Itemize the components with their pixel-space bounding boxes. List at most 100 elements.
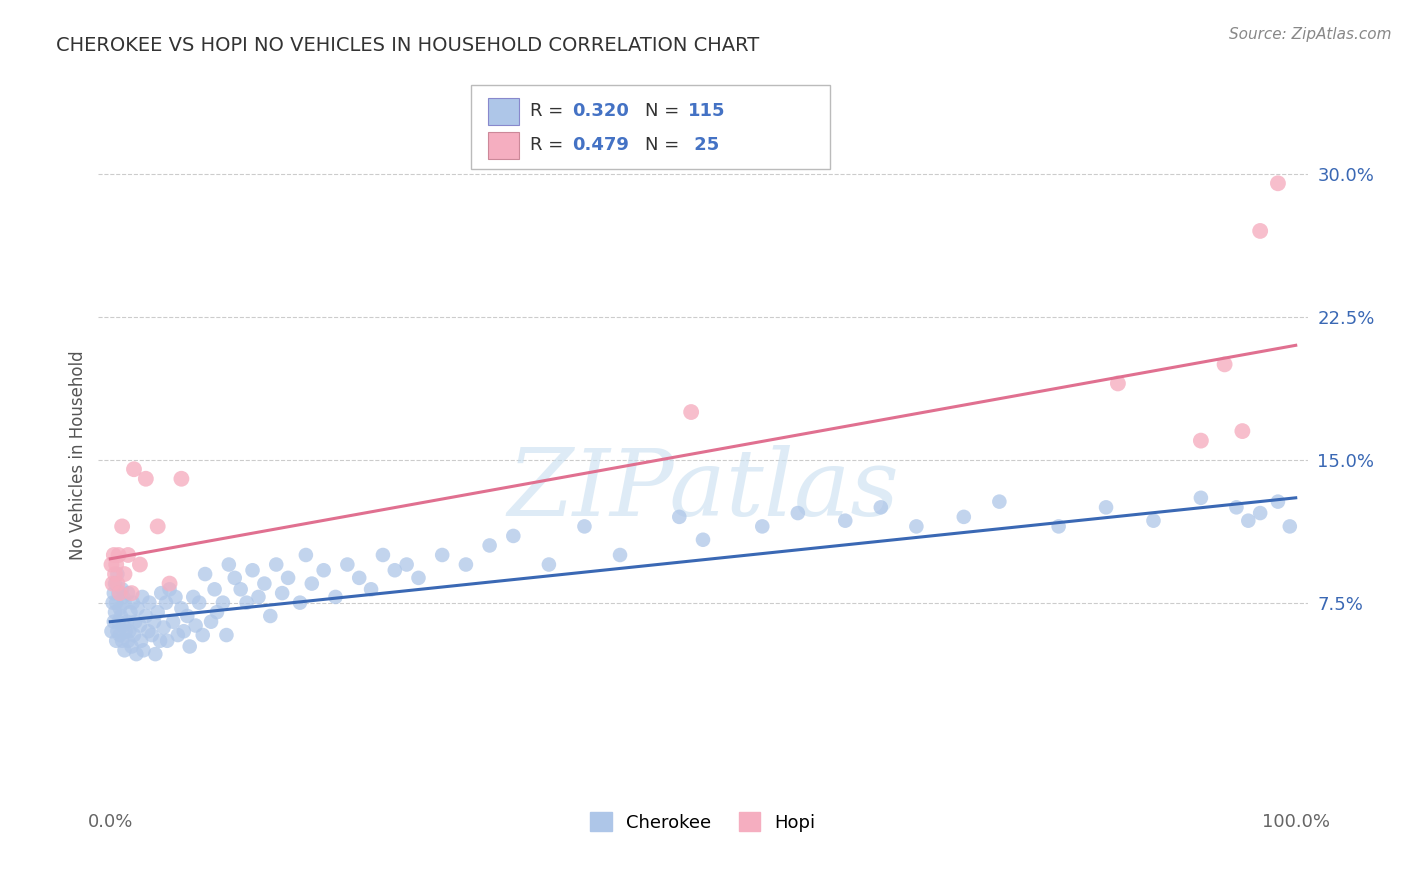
Point: [454, 558, 477, 572]
Point: [502, 529, 524, 543]
Point: [104, 605, 127, 619]
Point: [129, 618, 152, 632]
Point: [176, 609, 198, 624]
Point: [1142, 514, 1164, 528]
Point: [1232, 424, 1254, 438]
Point: [336, 558, 359, 572]
Point: [111, 582, 134, 597]
Point: [1237, 514, 1260, 528]
Point: [129, 558, 152, 572]
Point: [155, 596, 177, 610]
Point: [253, 576, 276, 591]
Point: [103, 615, 125, 629]
Point: [173, 624, 195, 639]
Point: [120, 605, 142, 619]
Point: [360, 582, 382, 597]
Point: [124, 615, 146, 629]
Point: [229, 582, 252, 597]
Point: [212, 596, 235, 610]
Point: [114, 624, 136, 639]
Point: [105, 567, 128, 582]
Point: [1107, 376, 1129, 391]
Point: [1095, 500, 1118, 515]
Point: [952, 509, 974, 524]
Point: [384, 563, 406, 577]
Point: [271, 586, 294, 600]
Point: [143, 615, 166, 629]
Point: [107, 615, 129, 629]
Point: [101, 596, 124, 610]
Point: [277, 571, 299, 585]
Point: [107, 548, 129, 562]
Point: [264, 558, 287, 572]
Point: [574, 519, 596, 533]
Point: [162, 615, 184, 629]
Point: [112, 590, 135, 604]
Point: [146, 605, 169, 619]
Point: [114, 567, 136, 582]
Point: [1047, 519, 1070, 533]
Point: [170, 472, 193, 486]
Text: N =: N =: [645, 136, 685, 154]
Point: [537, 558, 560, 572]
Point: [1249, 224, 1271, 238]
Point: [312, 563, 335, 577]
Point: [117, 633, 139, 648]
Point: [786, 506, 808, 520]
Point: [159, 576, 181, 591]
Point: [1189, 491, 1212, 505]
Point: [131, 590, 153, 604]
Point: [105, 633, 128, 648]
Point: [194, 567, 217, 582]
Point: [347, 571, 370, 585]
Point: [200, 615, 222, 629]
Text: R =: R =: [530, 136, 569, 154]
Legend: Cherokee, Hopi: Cherokee, Hopi: [583, 805, 823, 839]
Point: [150, 586, 173, 600]
Point: [108, 601, 131, 615]
Text: CHEROKEE VS HOPI NO VEHICLES IN HOUSEHOLD CORRELATION CHART: CHEROKEE VS HOPI NO VEHICLES IN HOUSEHOL…: [56, 36, 759, 54]
Point: [146, 519, 169, 533]
Y-axis label: No Vehicles in Household: No Vehicles in Household: [69, 350, 87, 560]
Point: [132, 643, 155, 657]
Text: R =: R =: [530, 103, 569, 120]
Point: [1267, 176, 1289, 190]
Point: [1249, 506, 1271, 520]
Point: [1189, 434, 1212, 448]
Point: [325, 590, 347, 604]
Point: [156, 633, 179, 648]
Point: [905, 519, 928, 533]
Point: [100, 558, 122, 572]
Point: [1213, 357, 1236, 371]
Point: [111, 633, 134, 648]
Point: [181, 590, 204, 604]
Point: [152, 620, 174, 634]
Point: [159, 582, 181, 597]
Point: [112, 618, 135, 632]
Point: [108, 628, 131, 642]
Point: [681, 405, 703, 419]
Point: [127, 601, 149, 615]
Point: [129, 633, 152, 648]
Point: [242, 563, 264, 577]
Point: [165, 590, 187, 604]
Point: [432, 548, 454, 562]
Point: [191, 628, 214, 642]
Point: [1225, 500, 1247, 515]
Text: 0.320: 0.320: [572, 103, 628, 120]
Point: [188, 596, 211, 610]
Point: [478, 539, 501, 553]
Point: [105, 576, 128, 591]
Point: [125, 647, 148, 661]
Point: [205, 605, 228, 619]
Point: [117, 586, 139, 600]
Point: [103, 586, 125, 600]
Point: [121, 596, 143, 610]
Point: [184, 618, 207, 632]
Point: [1267, 494, 1289, 508]
Point: [141, 628, 163, 642]
Point: [143, 647, 166, 661]
Point: [301, 576, 323, 591]
Text: 115: 115: [688, 103, 725, 120]
Point: [395, 558, 418, 572]
